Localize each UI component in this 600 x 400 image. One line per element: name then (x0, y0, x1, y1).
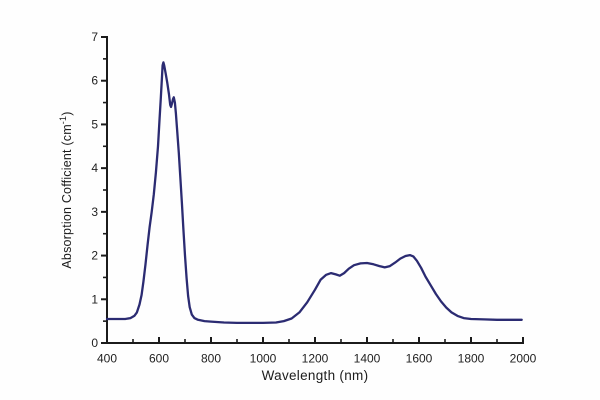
x-tick-label: 800 (201, 352, 221, 366)
y-tick-label: 6 (91, 74, 98, 88)
y-tick-label: 0 (91, 336, 98, 350)
y-axis-title-superscript: -1 (58, 115, 68, 125)
y-tick-label: 4 (91, 161, 98, 175)
y-tick-label: 7 (91, 30, 98, 44)
x-tick-label: 1800 (458, 352, 485, 366)
x-tick-label: 1400 (354, 352, 381, 366)
x-tick-label: 1000 (250, 352, 277, 366)
x-tick-label: 1200 (302, 352, 329, 366)
x-tick-label: 1600 (406, 352, 433, 366)
x-tick-label: 600 (149, 352, 169, 366)
y-axis-title-text: Absorption Cofficient (cm (60, 124, 75, 269)
x-tick-label: 400 (97, 352, 117, 366)
y-tick-label: 2 (91, 249, 98, 263)
y-axis-title-close: ) (60, 111, 75, 116)
y-tick-label: 3 (91, 205, 98, 219)
y-tick-label: 5 (91, 117, 98, 131)
x-tick-label: 2000 (510, 352, 537, 366)
series-line-absorption-coefficient (105, 61, 523, 325)
y-tick-label: 1 (91, 292, 98, 306)
x-axis-title: Wavelength (nm) (261, 368, 369, 383)
y-axis-title: Absorption Cofficient (cm-1) (58, 30, 78, 350)
